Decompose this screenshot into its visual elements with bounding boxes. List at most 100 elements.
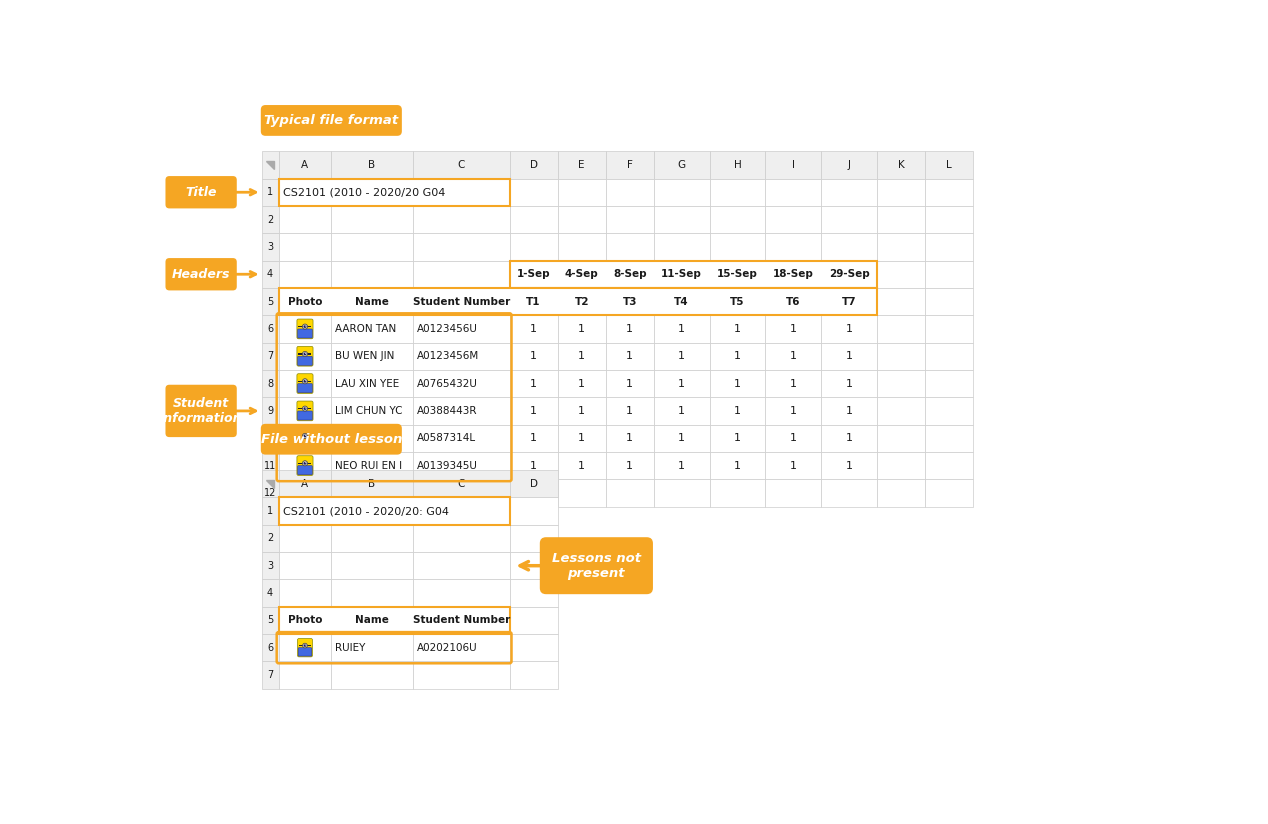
Bar bbox=[822, 288, 877, 316]
Bar bbox=[261, 343, 279, 370]
Bar bbox=[510, 370, 558, 397]
Bar bbox=[298, 435, 312, 437]
Bar bbox=[877, 316, 924, 343]
Bar bbox=[331, 179, 412, 206]
Text: 1: 1 bbox=[626, 461, 633, 471]
Text: Typical file format: Typical file format bbox=[264, 114, 398, 127]
Bar bbox=[924, 424, 973, 452]
Bar bbox=[331, 424, 412, 452]
Bar bbox=[558, 288, 606, 316]
Bar bbox=[606, 233, 654, 260]
Bar bbox=[331, 343, 412, 370]
FancyBboxPatch shape bbox=[298, 329, 312, 338]
Bar bbox=[279, 424, 331, 452]
Text: 4: 4 bbox=[268, 269, 273, 279]
Bar bbox=[261, 206, 279, 233]
Bar bbox=[412, 552, 510, 579]
Bar bbox=[877, 452, 924, 480]
Bar bbox=[766, 452, 822, 480]
Bar bbox=[510, 452, 558, 480]
Bar bbox=[412, 480, 510, 507]
Text: 1: 1 bbox=[578, 324, 585, 334]
Bar bbox=[710, 179, 766, 206]
Bar bbox=[558, 260, 606, 288]
FancyBboxPatch shape bbox=[261, 105, 402, 136]
Text: 6: 6 bbox=[268, 643, 273, 653]
Text: 1: 1 bbox=[626, 324, 633, 334]
Bar bbox=[331, 480, 412, 507]
Bar bbox=[261, 179, 279, 206]
FancyBboxPatch shape bbox=[166, 258, 237, 290]
Bar bbox=[298, 381, 312, 382]
Bar bbox=[558, 480, 606, 507]
Bar bbox=[654, 316, 710, 343]
Bar bbox=[298, 326, 312, 327]
Bar bbox=[279, 370, 331, 397]
Bar bbox=[412, 316, 510, 343]
Bar bbox=[412, 397, 510, 424]
Text: 1: 1 bbox=[626, 351, 633, 361]
Bar bbox=[279, 343, 331, 370]
Bar bbox=[558, 206, 606, 233]
Bar bbox=[279, 152, 331, 179]
Text: 1: 1 bbox=[846, 324, 852, 334]
FancyBboxPatch shape bbox=[297, 456, 313, 475]
Circle shape bbox=[304, 644, 306, 647]
Bar bbox=[261, 397, 279, 424]
Bar bbox=[766, 397, 822, 424]
Text: NEO RUI EN I: NEO RUI EN I bbox=[335, 461, 402, 471]
Text: A0765432U: A0765432U bbox=[417, 378, 478, 389]
Text: H: H bbox=[734, 160, 742, 170]
Bar bbox=[924, 370, 973, 397]
Bar bbox=[924, 152, 973, 179]
Circle shape bbox=[302, 433, 308, 438]
Text: A: A bbox=[302, 479, 308, 489]
Text: D: D bbox=[530, 160, 538, 170]
Text: 1: 1 bbox=[530, 461, 538, 471]
Bar bbox=[822, 316, 877, 343]
Bar bbox=[331, 525, 412, 552]
Circle shape bbox=[303, 325, 307, 328]
FancyBboxPatch shape bbox=[297, 401, 313, 421]
Bar bbox=[412, 424, 510, 452]
Bar bbox=[558, 452, 606, 480]
Bar bbox=[331, 288, 412, 316]
Circle shape bbox=[302, 461, 308, 466]
Bar bbox=[877, 397, 924, 424]
Bar bbox=[412, 260, 510, 288]
Bar bbox=[331, 606, 412, 634]
Bar bbox=[412, 206, 510, 233]
Circle shape bbox=[302, 379, 308, 384]
Text: 1: 1 bbox=[846, 461, 852, 471]
Text: T2: T2 bbox=[574, 297, 588, 307]
Text: 1: 1 bbox=[268, 506, 273, 516]
Bar bbox=[924, 206, 973, 233]
Bar bbox=[279, 233, 331, 260]
Bar bbox=[510, 525, 558, 552]
Circle shape bbox=[303, 380, 307, 382]
Text: 1: 1 bbox=[578, 378, 585, 389]
Bar bbox=[298, 462, 312, 464]
Bar bbox=[710, 480, 766, 507]
Bar bbox=[558, 397, 606, 424]
Text: 1: 1 bbox=[626, 378, 633, 389]
Bar bbox=[279, 397, 331, 424]
Text: 1: 1 bbox=[734, 378, 741, 389]
Text: L: L bbox=[946, 160, 952, 170]
Bar bbox=[261, 288, 279, 316]
Text: T3: T3 bbox=[623, 297, 637, 307]
Bar bbox=[822, 233, 877, 260]
Text: 8: 8 bbox=[268, 378, 273, 389]
Text: 1: 1 bbox=[578, 406, 585, 416]
Bar bbox=[877, 233, 924, 260]
Circle shape bbox=[303, 644, 307, 648]
Text: 4-Sep: 4-Sep bbox=[564, 269, 598, 279]
Text: K: K bbox=[898, 160, 904, 170]
Bar bbox=[654, 452, 710, 480]
Bar bbox=[331, 634, 412, 662]
Text: 1: 1 bbox=[530, 378, 538, 389]
Text: T1: T1 bbox=[526, 297, 541, 307]
FancyBboxPatch shape bbox=[298, 466, 312, 475]
Bar bbox=[279, 498, 331, 525]
Bar bbox=[766, 260, 822, 288]
